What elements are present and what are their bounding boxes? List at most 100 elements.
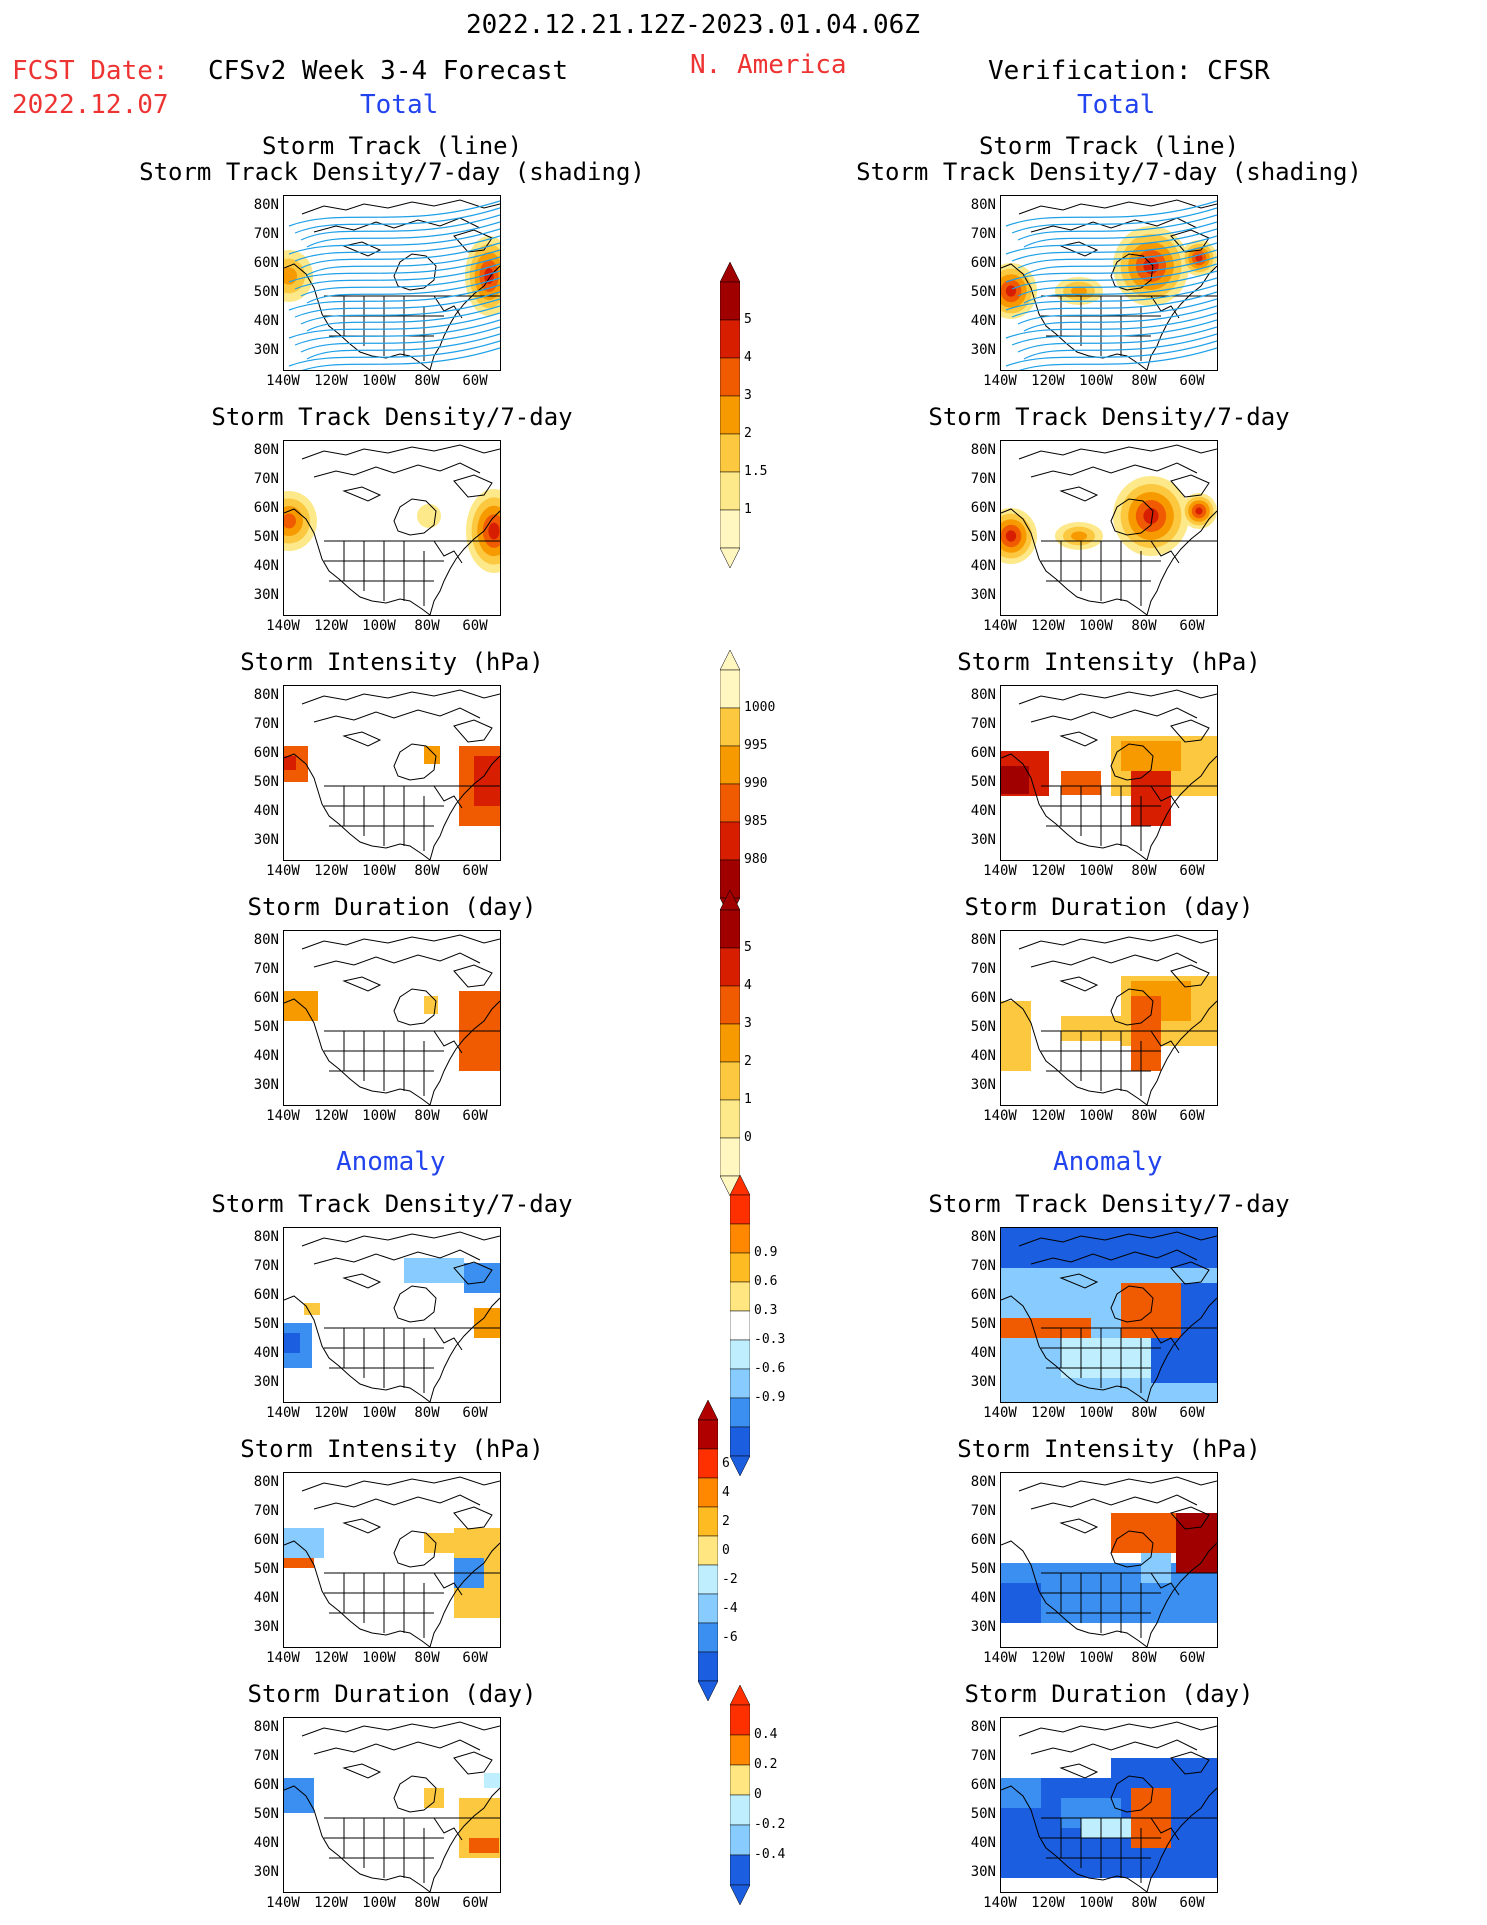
- storm-track-line: [306, 221, 500, 248]
- coastline-map: [284, 1231, 500, 1402]
- region-label: N. America: [690, 50, 847, 80]
- grid-cell: [1081, 1818, 1141, 1838]
- lat-tick-label: 30N: [970, 587, 996, 603]
- map-boundary: [1018, 689, 1217, 705]
- colorbar-label: 3: [744, 388, 752, 403]
- map-boundary: [1150, 1817, 1180, 1841]
- lat-tick-label: 80N: [970, 1229, 996, 1245]
- panel-title: Storm Track Density/7-day: [211, 403, 573, 431]
- colorbar-label: 0: [722, 1542, 730, 1558]
- lon-tick-label: 120W: [314, 1108, 348, 1124]
- colorbar-segment: [698, 1535, 718, 1566]
- grid-cell: [464, 1263, 500, 1293]
- lat-tick-label: 80N: [253, 1474, 279, 1490]
- map-boundary: [1146, 755, 1217, 860]
- colorbar-triangle: [730, 1455, 750, 1476]
- lat-tick-label: 70N: [970, 471, 996, 487]
- map-boundary: [1110, 253, 1154, 291]
- colorbar-segment: [730, 1223, 750, 1254]
- map-verification-track-density: [1000, 195, 1218, 371]
- map-boundary: [429, 755, 500, 860]
- coastline-map: [284, 934, 500, 1105]
- lat-tick-label: 30N: [970, 1864, 996, 1880]
- map-boundary: [393, 1530, 437, 1568]
- grid-cell: [284, 991, 318, 1021]
- map-boundary: [1170, 964, 1210, 988]
- colorbar-label: 985: [744, 814, 768, 829]
- colorbar-segment: [730, 1368, 750, 1399]
- colorbar-segment: [730, 1194, 750, 1225]
- map-boundary: [453, 1751, 493, 1775]
- map-boundary: [1150, 540, 1180, 564]
- lon-tick-label: 60W: [462, 373, 488, 389]
- colorbar-segment: [730, 1764, 750, 1796]
- lat-tick-label: 50N: [253, 1561, 279, 1577]
- map-boundary: [1001, 508, 1148, 615]
- map-boundary: [453, 1506, 493, 1530]
- map-boundary: [343, 1573, 425, 1638]
- lat-tick-label: 60N: [253, 1532, 279, 1548]
- map-boundary: [1018, 934, 1217, 950]
- grid-cell: [1121, 741, 1181, 771]
- map-boundary: [1146, 510, 1217, 615]
- lat-tick-label: 40N: [253, 1835, 279, 1851]
- colorbar-label: 0: [744, 1130, 752, 1145]
- lon-tick-label: 80W: [414, 1405, 440, 1421]
- map-boundary: [1041, 1050, 1161, 1072]
- map-canvas: [284, 1476, 500, 1647]
- lon-tick-label: 120W: [1031, 1108, 1065, 1124]
- colorbar-segment: [720, 509, 740, 549]
- map-forecast-density: [283, 440, 501, 616]
- density-shading: [1195, 254, 1203, 262]
- map-boundary: [1150, 1030, 1180, 1054]
- grid-cell: [484, 1773, 500, 1788]
- lon-tick-label: 120W: [314, 1405, 348, 1421]
- lon-tick-label: 60W: [462, 1108, 488, 1124]
- colorbar-segment: [730, 1339, 750, 1370]
- lon-tick-label: 100W: [1079, 373, 1113, 389]
- map-boundary: [342, 1273, 382, 1289]
- density-shading: [1071, 286, 1087, 296]
- map-boundary: [301, 1721, 500, 1737]
- lon-tick-label: 60W: [462, 1650, 488, 1666]
- lon-tick-label: 140W: [983, 1895, 1017, 1911]
- map-boundary: [284, 1540, 431, 1647]
- map-boundary: [393, 988, 437, 1026]
- colorbar-segment: [730, 1426, 750, 1457]
- coastline-map: [284, 1476, 500, 1647]
- map-verification-duration-anomaly: [1000, 1717, 1218, 1893]
- colorbar-svg: [720, 262, 740, 568]
- map-boundary: [1110, 1530, 1154, 1568]
- storm-track-line: [288, 200, 500, 227]
- map-boundary: [433, 1817, 463, 1841]
- panel-title: Storm Track (line) Storm Track Density/7…: [92, 133, 692, 185]
- map-boundary: [433, 1327, 463, 1351]
- lat-tick-label: 80N: [970, 932, 996, 948]
- colorbar-triangle: [698, 1680, 718, 1701]
- lon-tick-label: 100W: [1079, 863, 1113, 879]
- coastline-map: [1001, 689, 1217, 860]
- colorbar-segment: [698, 1593, 718, 1624]
- map-verification-duration: [1000, 930, 1218, 1106]
- map-boundary: [313, 707, 481, 723]
- panel-title: Storm Track Density/7-day: [928, 1190, 1290, 1218]
- lat-tick-label: 80N: [970, 1474, 996, 1490]
- lat-tick-label: 40N: [253, 1345, 279, 1361]
- colorbar-label: 2: [744, 426, 752, 441]
- storm-track-line: [288, 312, 500, 339]
- colorbar-segment: [720, 909, 740, 949]
- grid-cell: [1131, 771, 1171, 826]
- map-boundary: [1170, 229, 1210, 253]
- storm-track-line: [300, 242, 500, 269]
- lat-tick-label: 60N: [253, 500, 279, 516]
- colorbar-segment: [720, 433, 740, 473]
- lat-tick-label: 30N: [970, 1077, 996, 1093]
- lon-tick-label: 60W: [1179, 1108, 1205, 1124]
- map-boundary: [1170, 1506, 1210, 1530]
- colorbar-segment: [698, 1477, 718, 1508]
- coastline-map: [1001, 1231, 1217, 1402]
- lat-tick-label: 70N: [253, 1503, 279, 1519]
- title-line2: Storm Track Density/7-day (shading): [139, 158, 645, 186]
- map-canvas: [1001, 1721, 1217, 1892]
- storm-tracks: [1005, 200, 1217, 370]
